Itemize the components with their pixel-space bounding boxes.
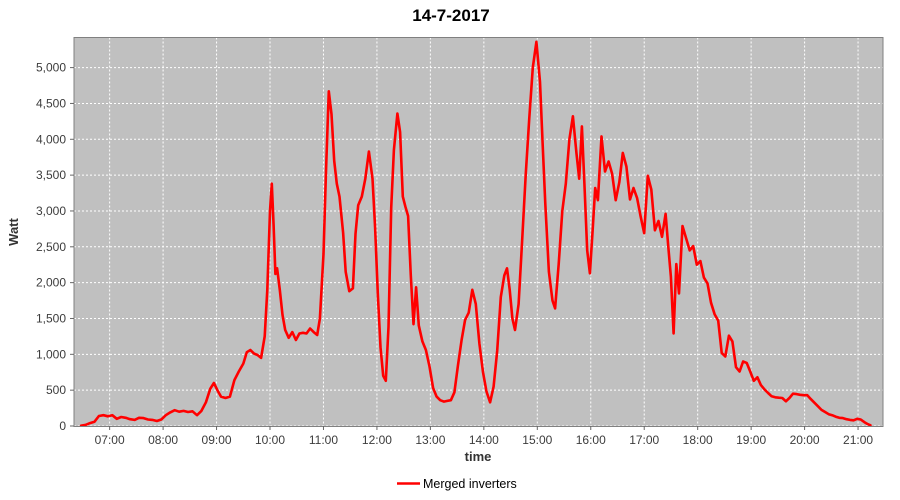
x-tick-label: 18:00	[683, 433, 713, 447]
series-line	[79, 40, 872, 427]
series-group	[79, 40, 872, 427]
x-tick-label: 12:00	[362, 433, 392, 447]
y-tick-label: 3,000	[36, 204, 66, 218]
x-tick-label: 10:00	[255, 433, 285, 447]
legend-box	[391, 473, 510, 494]
x-tick-label: 11:00	[309, 433, 338, 447]
x-tick-label: 21:00	[843, 433, 873, 447]
y-tick-label: 2,500	[36, 240, 66, 254]
x-tick-label: 15:00	[522, 433, 552, 447]
y-tick-label: 3,500	[36, 168, 66, 182]
y-tick-label: 500	[46, 383, 66, 397]
y-axis-title: Watt	[6, 217, 21, 245]
y-tick-label: 1,000	[36, 347, 66, 361]
y-tick-label: 4,000	[36, 132, 66, 146]
legend: Merged inverters	[391, 473, 517, 494]
plot-background	[74, 37, 883, 427]
x-tick-label: 20:00	[790, 433, 820, 447]
x-tick-label: 14:00	[469, 433, 499, 447]
y-tick-label: 1,500	[36, 311, 66, 325]
x-tick-label: 16:00	[576, 433, 606, 447]
y-tick-label: 2,000	[36, 276, 66, 290]
x-tick-label: 13:00	[415, 433, 445, 447]
axis-tick-labels: 0 500 1,000 1,500 2,000 2,500 3,000 3,500 4,000 4…	[36, 61, 873, 447]
x-axis-title: time	[465, 449, 492, 464]
x-tick-label: 08:00	[148, 433, 178, 447]
x-tick-label: 19:00	[736, 433, 766, 447]
gridlines	[74, 37, 883, 427]
axis-tickmarks	[70, 67, 859, 430]
legend-label: Merged inverters	[423, 477, 517, 491]
chart-title: 14-7-2017	[412, 6, 490, 25]
plot-border	[73, 37, 884, 427]
y-tick-label: 4,500	[36, 96, 66, 110]
x-tick-label: 09:00	[202, 433, 232, 447]
y-tick-label: 0	[59, 419, 66, 433]
x-tick-label: 07:00	[95, 433, 125, 447]
x-tick-label: 17:00	[629, 433, 659, 447]
y-tick-label: 5,000	[36, 61, 66, 75]
